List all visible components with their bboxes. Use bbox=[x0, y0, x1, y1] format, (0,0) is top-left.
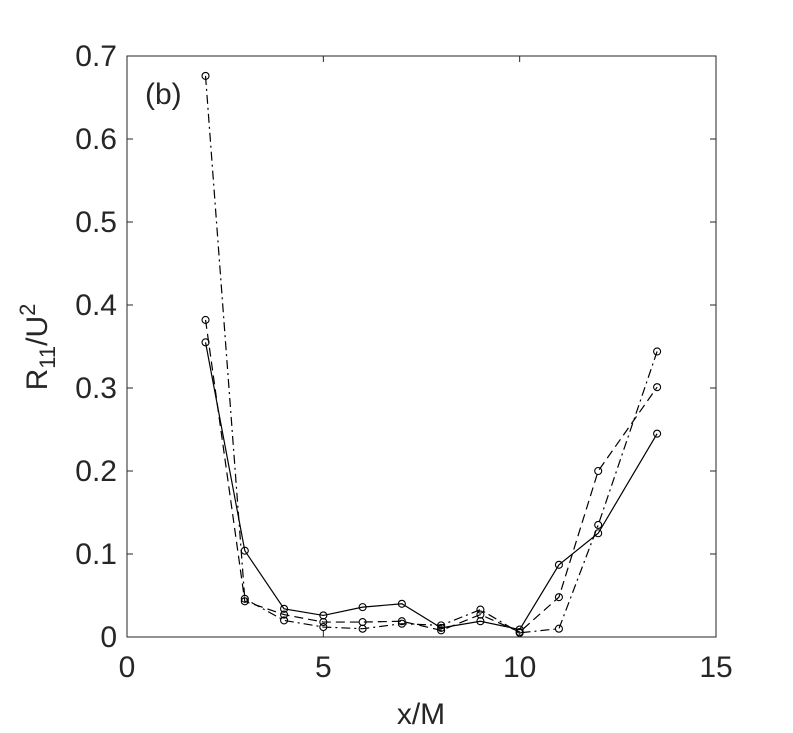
series-line bbox=[204, 342, 658, 631]
data-point bbox=[554, 624, 563, 633]
data-point bbox=[201, 315, 210, 324]
data-point bbox=[653, 383, 662, 392]
data-point bbox=[476, 605, 485, 614]
x-axis-label: x/M bbox=[397, 698, 445, 731]
data-point bbox=[397, 617, 406, 626]
y-tick-label: 0.5 bbox=[75, 206, 117, 239]
data-point bbox=[554, 593, 563, 602]
data-point bbox=[653, 347, 662, 356]
y-axis-label-sup: 2 bbox=[15, 304, 40, 316]
x-tick-label: 10 bbox=[503, 651, 536, 684]
data-point bbox=[397, 619, 406, 628]
series-line bbox=[204, 319, 658, 633]
data-point bbox=[280, 604, 289, 613]
data-point bbox=[358, 624, 367, 633]
data-point bbox=[594, 520, 603, 530]
x-tick-label: 5 bbox=[315, 651, 332, 684]
data-point bbox=[437, 623, 446, 632]
series-layer bbox=[201, 71, 662, 637]
y-axis-label: R11/U2 bbox=[15, 304, 60, 391]
y-tick-label: 0.4 bbox=[75, 289, 117, 322]
series-line bbox=[204, 75, 658, 634]
data-point bbox=[280, 616, 289, 625]
data-point bbox=[476, 610, 485, 619]
data-point bbox=[319, 618, 328, 627]
plot-frame bbox=[126, 55, 717, 638]
x-tick-label: 15 bbox=[699, 651, 732, 684]
data-point bbox=[437, 626, 446, 635]
y-tick-label: 0.3 bbox=[75, 372, 117, 405]
data-point bbox=[554, 560, 563, 569]
data-point bbox=[397, 599, 406, 608]
data-point bbox=[319, 622, 328, 632]
y-axis-label-main: R bbox=[21, 369, 54, 391]
y-axis-label-mid: /U bbox=[21, 316, 54, 346]
data-point bbox=[653, 429, 662, 438]
y-axis-label-sub: 11 bbox=[35, 346, 60, 369]
data-point bbox=[201, 71, 210, 80]
plot-area bbox=[126, 55, 717, 638]
axis-layer: 0 5 10 15 0 0.1 0.2 0.3 0.4 0.5 0.6 0.7 bbox=[75, 40, 732, 684]
y-tick-label: 0.1 bbox=[75, 538, 117, 571]
x-tick-label: 0 bbox=[119, 651, 136, 684]
y-tick-label: 0 bbox=[100, 621, 117, 654]
data-point bbox=[594, 466, 603, 476]
data-point bbox=[280, 610, 289, 619]
panel-label: (b) bbox=[145, 78, 182, 111]
data-point bbox=[358, 603, 367, 612]
data-point bbox=[240, 594, 249, 603]
y-tick-label: 0.2 bbox=[75, 455, 117, 488]
data-point bbox=[437, 621, 446, 630]
y-tick-label: 0.7 bbox=[75, 40, 117, 73]
y-tick-label: 0.6 bbox=[75, 123, 117, 156]
data-point bbox=[240, 597, 249, 606]
